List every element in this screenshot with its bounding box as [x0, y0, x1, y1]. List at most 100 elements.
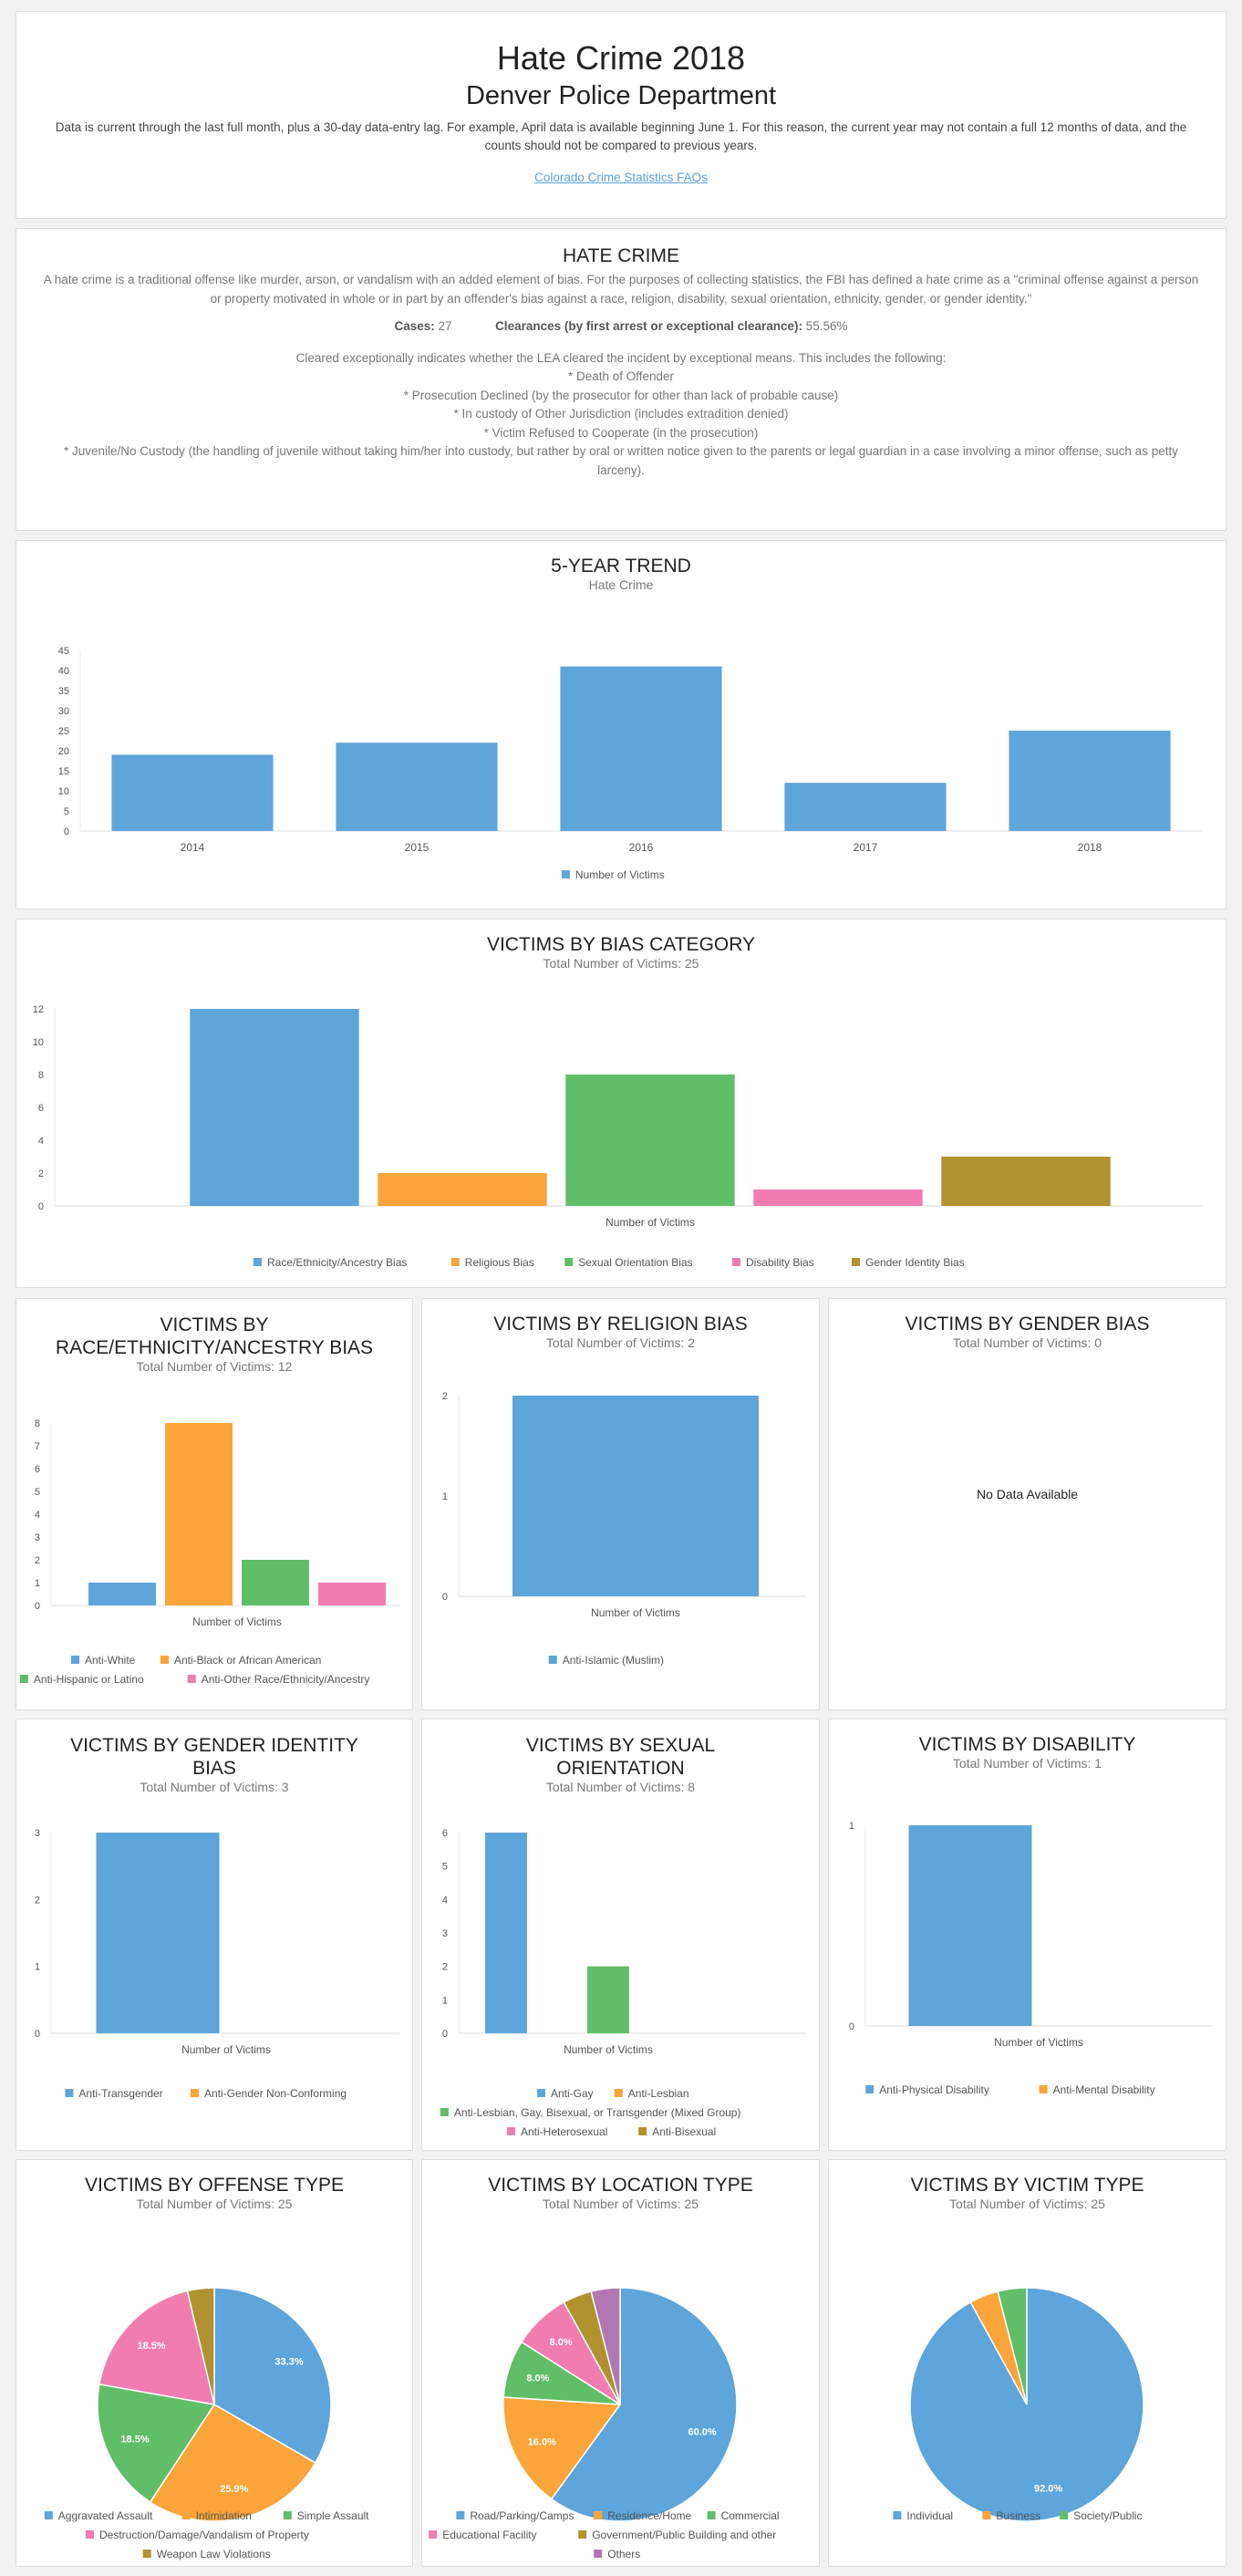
- faq-link[interactable]: Colorado Crime Statistics FAQs: [534, 171, 708, 184]
- legend-label: Anti-Gender Non-Conforming: [204, 2087, 347, 2100]
- legend-swatch: [732, 1258, 740, 1266]
- legend-label: Anti-Physical Disability: [879, 2083, 989, 2096]
- genderid-title-line: BIAS: [192, 1758, 236, 1779]
- legend-swatch: [578, 2530, 587, 2539]
- y-tick-label: 2: [38, 1169, 44, 1179]
- y-tick-label: 3: [442, 1928, 448, 1939]
- genderid-chart: 0 1 2 3 Number of Victims Anti-Transgender Ant…: [35, 1828, 399, 2100]
- pie-data-label: 25.9%: [220, 2484, 248, 2495]
- religion-title: VICTIMS BY RELIGION BIAS: [493, 1314, 748, 1335]
- victim-card: VICTIMS BY VICTIM TYPE Total Number of V…: [828, 2159, 1226, 2567]
- cleared-intro: Cleared exceptionally indicates whether …: [295, 350, 947, 365]
- victim-chart: 92.0% Individual Business Society/Public: [893, 2287, 1144, 2522]
- legend-label: Residence/Home: [607, 2509, 691, 2522]
- x-tick-label: 2015: [405, 841, 430, 854]
- disability-chart: 0 1 Number of Victims Anti-Physical Disabil…: [849, 1821, 1212, 2096]
- legend-swatch: [429, 2530, 438, 2539]
- y-tick-label: 10: [58, 786, 69, 797]
- legend-swatch: [160, 1656, 169, 1664]
- info-title: HATE CRIME: [563, 245, 679, 266]
- y-tick-label: 1: [849, 1821, 854, 1832]
- race-title-line: RACE/ETHNICITY/ANCESTRY BIAS: [55, 1337, 374, 1358]
- bar: [565, 1075, 735, 1206]
- legend-label: Anti-Mental Disability: [1053, 2083, 1155, 2096]
- legend-swatch: [86, 2530, 94, 2539]
- legend-label: Anti-Lesbian: [628, 2087, 689, 2100]
- genderid-title-line: VICTIMS BY GENDER IDENTITY: [70, 1735, 358, 1756]
- bar: [336, 743, 498, 831]
- legend-label: Intimidation: [196, 2509, 252, 2522]
- y-tick-label: 0: [38, 1201, 44, 1212]
- pie-data-label: 16.0%: [528, 2436, 556, 2447]
- bar: [378, 1173, 547, 1206]
- header-card: Hate Crime 2018 Denver Police Department…: [16, 11, 1226, 219]
- clearances-value: 55.56%: [805, 319, 848, 333]
- y-tick-label: 3: [35, 1532, 40, 1543]
- location-card: VICTIMS BY LOCATION TYPE Total Number of…: [421, 2159, 820, 2567]
- bias-title: VICTIMS BY BIAS CATEGORY: [486, 934, 756, 955]
- x-tick-label: 2014: [181, 841, 205, 854]
- legend-label: Disability Bias: [746, 1256, 814, 1269]
- y-tick-label: 12: [33, 1004, 44, 1015]
- sexual-title-line: ORIENTATION: [556, 1758, 685, 1779]
- sexual-title-line: VICTIMS BY SEXUAL: [525, 1735, 716, 1756]
- bar: [941, 1157, 1111, 1206]
- cleared-item: * Victim Refused to Cooperate (in the pr…: [483, 425, 759, 440]
- legend-swatch: [561, 870, 570, 878]
- legend-label: Educational Facility: [442, 2529, 536, 2541]
- bar: [111, 754, 274, 831]
- legend-label: Commercial: [721, 2509, 780, 2522]
- victim-subtitle: Total Number of Victims: 25: [949, 2197, 1105, 2211]
- y-tick-label: 4: [442, 1895, 448, 1906]
- bar: [88, 1583, 156, 1605]
- bar: [753, 1189, 923, 1206]
- legend-label: Government/Public Building and other: [592, 2529, 776, 2541]
- legend-swatch: [594, 2550, 603, 2558]
- y-tick-label: 2: [35, 1555, 40, 1566]
- sexual-card: VICTIMS BY SEXUAL ORIENTATION Total Numb…: [421, 1719, 820, 2151]
- y-tick-label: 15: [58, 766, 69, 777]
- legend-label: Race/Ethnicity/Ancestry Bias: [267, 1256, 407, 1269]
- legend-swatch: [638, 2127, 647, 2135]
- legend-label: Road/Parking/Camps: [470, 2509, 574, 2522]
- legend-label: Number of Victims: [575, 868, 665, 881]
- bar: [560, 666, 722, 831]
- legend-swatch: [142, 2550, 151, 2558]
- legend-label: Sexual Orientation Bias: [578, 1256, 692, 1269]
- trend-subtitle: Hate Crime: [588, 577, 654, 592]
- legend-label: Anti-Heterosexual: [521, 2125, 607, 2138]
- bias-chart: 0 2 4 6 8 10 12 Number of Victims Race/Ethnicity…: [33, 1004, 1202, 1269]
- location-subtitle: Total Number of Victims: 25: [543, 2197, 699, 2211]
- x-axis-label: Number of Victims: [192, 1615, 282, 1628]
- pie-data-label: 8.0%: [526, 2373, 549, 2384]
- location-chart: 60.0% 16.0% 8.0% 8.0% Road/Parking/Camps Resi…: [429, 2287, 780, 2560]
- bar: [165, 1423, 233, 1605]
- bar: [318, 1583, 386, 1605]
- legend-swatch: [1039, 2085, 1048, 2093]
- legend-swatch: [71, 1656, 79, 1664]
- pie-slice: [997, 2287, 1028, 2405]
- legend-label: Others: [607, 2548, 640, 2560]
- legend-label: Business: [996, 2509, 1040, 2522]
- legend-swatch: [19, 1675, 28, 1683]
- x-axis-label: Number of Victims: [591, 1606, 680, 1619]
- religion-subtitle: Total Number of Victims: 2: [545, 1335, 696, 1350]
- bar: [190, 1009, 359, 1206]
- bias-card: VICTIMS BY BIAS CATEGORY Total Number of…: [16, 919, 1226, 1288]
- x-axis-label: Number of Victims: [605, 1216, 695, 1229]
- legend-swatch: [852, 1258, 860, 1266]
- y-tick-label: 6: [35, 1464, 40, 1475]
- y-tick-label: 40: [58, 666, 69, 677]
- legend-label: Aggravated Assault: [58, 2509, 153, 2522]
- bar: [784, 783, 947, 831]
- y-tick-label: 35: [58, 686, 69, 697]
- legend-label: Anti-Transgender: [78, 2087, 162, 2100]
- disability-title: VICTIMS BY DISABILITY: [918, 1734, 1136, 1755]
- genderid-card: VICTIMS BY GENDER IDENTITY BIAS Total Nu…: [16, 1719, 413, 2151]
- y-tick-label: 0: [442, 2029, 448, 2040]
- y-tick-label: 3: [35, 1828, 40, 1839]
- legend-swatch: [594, 2511, 603, 2519]
- legend-swatch: [537, 2089, 545, 2097]
- pie-data-label: 33.3%: [274, 2357, 303, 2368]
- x-tick-label: 2016: [629, 841, 654, 854]
